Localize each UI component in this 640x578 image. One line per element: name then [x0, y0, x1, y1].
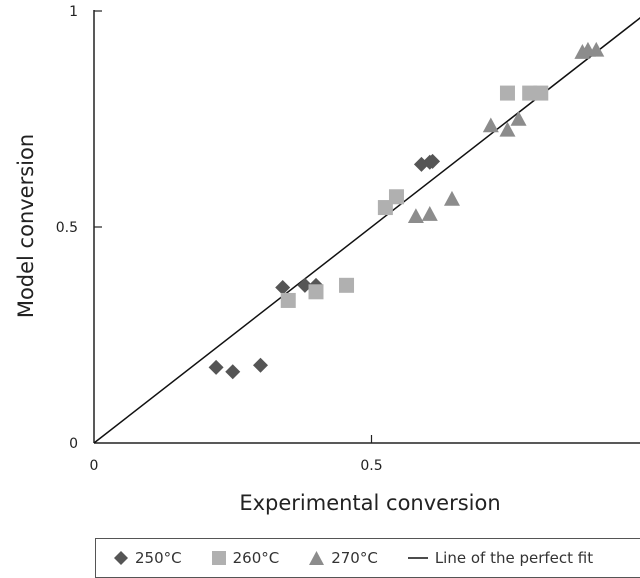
legend-label-perfect-fit: Line of the perfect fit: [434, 549, 594, 567]
x-tick-label: 0.5: [360, 458, 382, 474]
line-marker-icon: [407, 557, 428, 559]
data-point: [388, 189, 404, 205]
axes: [93, 10, 640, 444]
data-point: [533, 85, 549, 101]
data-points: [208, 41, 605, 380]
data-point: [443, 190, 460, 206]
series-1: [280, 85, 549, 308]
data-point: [482, 117, 499, 133]
scatter-chart: 0 0.5 0 0.5 1 Experimental conversion Model …: [14, 4, 640, 515]
legend-item-270: 270°C: [309, 549, 378, 567]
triangle-marker-icon: [309, 551, 325, 565]
legend-label-260: 260°C: [232, 549, 280, 567]
legend-label-270: 270°C: [331, 549, 378, 567]
series-2: [407, 41, 605, 223]
data-point: [421, 206, 438, 221]
data-point: [339, 277, 355, 293]
data-point: [425, 153, 441, 169]
y-tick-label: 1: [69, 4, 78, 20]
data-point: [308, 284, 324, 300]
y-tick-label: 0: [69, 436, 78, 452]
data-point: [499, 121, 516, 137]
data-point: [499, 85, 515, 101]
data-point: [588, 41, 605, 57]
legend-label-250: 250°C: [135, 549, 182, 567]
diamond-marker-icon: [114, 551, 128, 565]
series-0: [208, 153, 441, 380]
data-point: [275, 279, 291, 295]
ticks: 0 0.5 0 0.5 1: [56, 4, 383, 474]
data-point: [280, 292, 296, 308]
data-point: [208, 359, 224, 375]
square-marker-icon: [211, 551, 226, 565]
x-axis-title: Experimental conversion: [239, 491, 500, 515]
y-axis-title: Model conversion: [14, 134, 38, 318]
data-point: [510, 111, 527, 126]
data-point: [407, 208, 424, 223]
perfect-fit-line: [93, 17, 640, 444]
y-tick-label: 0.5: [56, 220, 78, 236]
data-point: [253, 357, 268, 373]
data-point: [225, 364, 241, 380]
legend-item-250: 250°C: [114, 549, 182, 567]
perfect-fit-line-path: [93, 17, 640, 444]
legend: 250°C 260°C 270°C Line of the perfect fi…: [95, 538, 640, 578]
legend-item-260: 260°C: [211, 549, 280, 567]
legend-item-perfect-fit: Line of the perfect fit: [407, 549, 594, 567]
x-tick-label: 0: [90, 458, 99, 474]
